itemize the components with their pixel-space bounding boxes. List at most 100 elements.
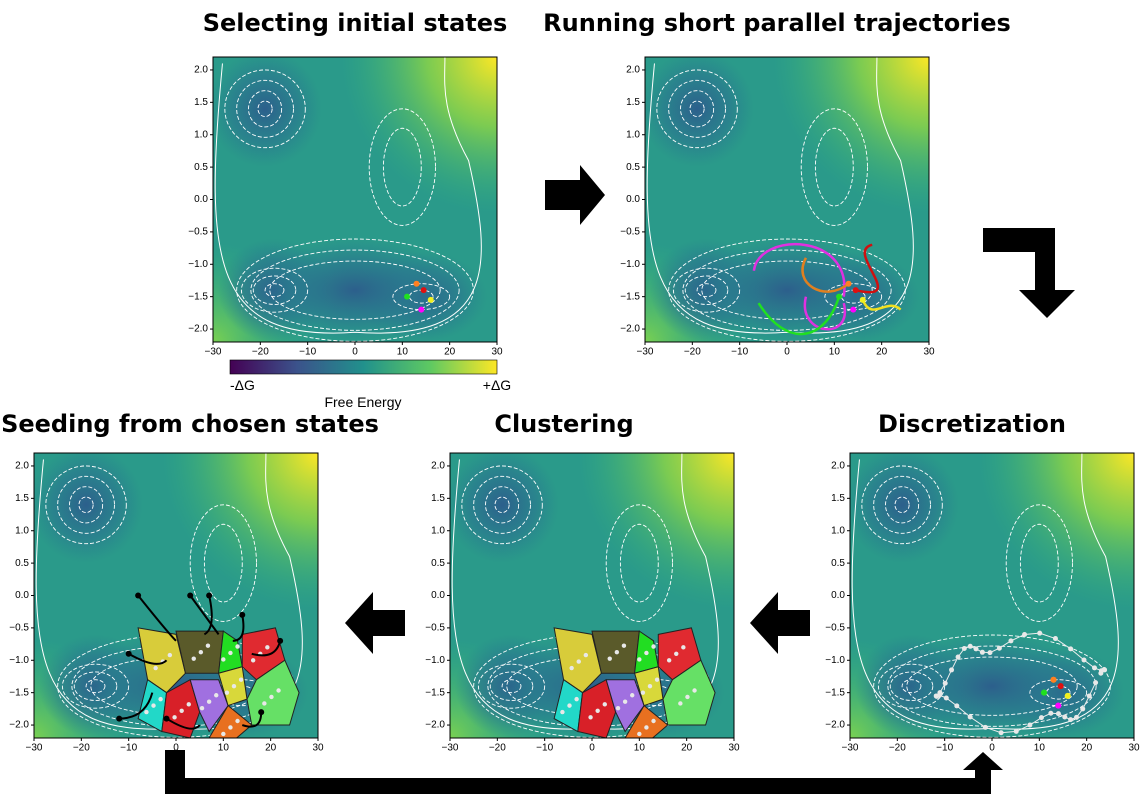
- state-point: [428, 297, 434, 303]
- state-point: [151, 703, 155, 707]
- state-point: [144, 710, 148, 714]
- state-point: [1041, 690, 1047, 696]
- state-point: [574, 697, 578, 701]
- x-tick-label: −20: [889, 743, 906, 754]
- x-tick-label: 20: [265, 743, 277, 754]
- energy-well: [445, 447, 559, 564]
- state-point: [414, 281, 420, 287]
- state-point: [954, 703, 959, 708]
- x-tick-label: −30: [26, 743, 43, 754]
- state-point: [199, 650, 203, 654]
- state-point: [999, 730, 1004, 735]
- state-point: [968, 715, 973, 720]
- energy-well: [208, 51, 322, 168]
- state-point: [1062, 715, 1067, 720]
- x-tick-label: 30: [923, 347, 935, 358]
- state-point: [1022, 632, 1027, 637]
- y-tick-label: 1.5: [431, 493, 445, 504]
- x-tick-label: −30: [442, 743, 459, 754]
- state-point: [168, 653, 172, 657]
- y-tick-label: 0.0: [831, 590, 845, 601]
- x-tick-label: 20: [681, 743, 693, 754]
- y-tick-label: 2.0: [194, 65, 208, 76]
- x-tick-label: 0: [589, 743, 595, 754]
- state-point: [616, 706, 620, 710]
- state-point: [949, 667, 954, 672]
- state-point: [567, 703, 571, 707]
- y-tick-label: −1.0: [425, 655, 445, 666]
- y-tick-label: 1.5: [831, 493, 845, 504]
- x-tick-label: −20: [684, 347, 701, 358]
- state-point: [172, 715, 176, 719]
- y-tick-label: −1.5: [188, 291, 208, 302]
- state-point: [608, 656, 612, 660]
- state-point: [569, 666, 573, 670]
- energy-well: [29, 447, 143, 564]
- seed-arrowhead: [206, 593, 212, 599]
- state-point: [853, 287, 859, 293]
- y-tick-label: 1.0: [831, 525, 845, 536]
- state-point: [1081, 658, 1086, 663]
- y-tick-label: 1.0: [194, 129, 208, 140]
- state-point: [603, 702, 607, 706]
- panel-title: Running short parallel trajectories: [543, 9, 1011, 37]
- x-tick-label: −20: [489, 743, 506, 754]
- y-tick-label: −2.0: [9, 720, 29, 731]
- state-point: [1099, 668, 1104, 673]
- y-tick-label: 1.0: [626, 129, 640, 140]
- seed-arrowhead: [135, 593, 141, 599]
- state-point: [667, 658, 671, 662]
- x-tick-label: −20: [73, 743, 90, 754]
- x-tick-label: −10: [731, 347, 748, 358]
- state-point: [1051, 677, 1057, 683]
- x-tick-label: −10: [120, 743, 137, 754]
- x-tick-label: −10: [299, 347, 316, 358]
- y-tick-label: −0.5: [825, 623, 845, 634]
- state-point: [158, 697, 162, 701]
- panel-title: Clustering: [494, 410, 633, 438]
- y-tick-label: 1.5: [194, 97, 208, 108]
- workflow-diagram: Selecting initial states−30−20−100102030…: [0, 0, 1140, 794]
- state-point: [200, 706, 204, 710]
- state-point: [262, 701, 266, 705]
- state-point: [630, 693, 634, 697]
- x-tick-label: 30: [728, 743, 740, 754]
- y-tick-label: 0.5: [431, 558, 445, 569]
- state-point: [1053, 636, 1058, 641]
- state-point: [962, 646, 967, 651]
- state-point: [214, 693, 218, 697]
- y-tick-label: −1.5: [825, 687, 845, 698]
- arrow-left: [750, 592, 810, 654]
- x-tick-label: 20: [1081, 743, 1093, 754]
- state-point: [192, 656, 196, 660]
- state-point: [235, 644, 239, 648]
- seed-arrowhead: [277, 638, 283, 644]
- state-point: [595, 709, 599, 713]
- state-point: [1037, 631, 1042, 636]
- y-tick-label: −0.5: [425, 623, 445, 634]
- y-tick-label: 2.0: [431, 461, 445, 472]
- state-point: [225, 690, 229, 694]
- energy-well: [640, 51, 754, 168]
- y-tick-label: 0.0: [626, 194, 640, 205]
- state-point: [560, 710, 564, 714]
- state-point: [644, 725, 648, 729]
- state-point: [153, 666, 157, 670]
- x-tick-label: 0: [173, 743, 179, 754]
- y-tick-label: 1.0: [15, 525, 29, 536]
- energy-well: [845, 447, 959, 564]
- x-tick-label: 30: [1128, 743, 1140, 754]
- state-point: [1039, 715, 1044, 720]
- y-tick-label: 1.5: [626, 97, 640, 108]
- state-point: [987, 650, 992, 655]
- state-point: [269, 695, 273, 699]
- y-tick-label: −2.0: [425, 720, 445, 731]
- state-point: [622, 643, 626, 647]
- state-point: [276, 688, 280, 692]
- state-point: [421, 287, 427, 293]
- y-tick-label: 1.0: [431, 525, 445, 536]
- y-tick-label: 0.5: [194, 162, 208, 173]
- y-tick-label: −1.5: [620, 291, 640, 302]
- colorbar-max-label: +ΔG: [483, 377, 511, 393]
